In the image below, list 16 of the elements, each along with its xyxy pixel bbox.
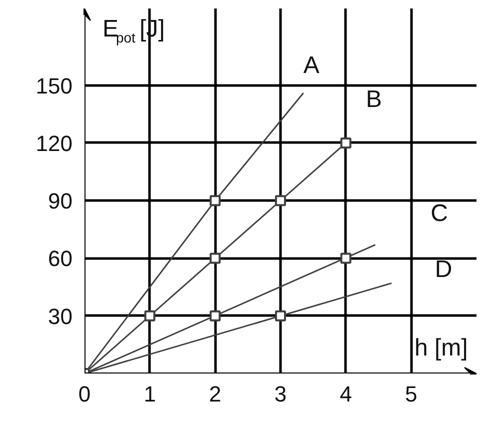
series-label: A <box>303 52 320 80</box>
text: C <box>430 200 448 227</box>
y-tick-label: 30 <box>48 304 73 329</box>
x-tick-label: 4 <box>340 382 352 406</box>
y-tick-label: 90 <box>48 188 73 214</box>
x-tick-label: 1 <box>144 382 156 406</box>
y-tick-label: 120 <box>36 130 73 156</box>
series-label: B <box>366 86 382 113</box>
x-tick-label: 3 <box>274 382 287 406</box>
series-label: D <box>434 256 452 284</box>
x-tick-label: 2 <box>209 382 222 406</box>
x-tick-label: 5 <box>405 382 418 406</box>
y-tick-label: 60 <box>48 246 73 272</box>
y-tick-label: 150 <box>36 73 73 98</box>
x-axis-title: h [m] <box>414 334 468 362</box>
x-tick-label: 0 <box>78 382 91 406</box>
